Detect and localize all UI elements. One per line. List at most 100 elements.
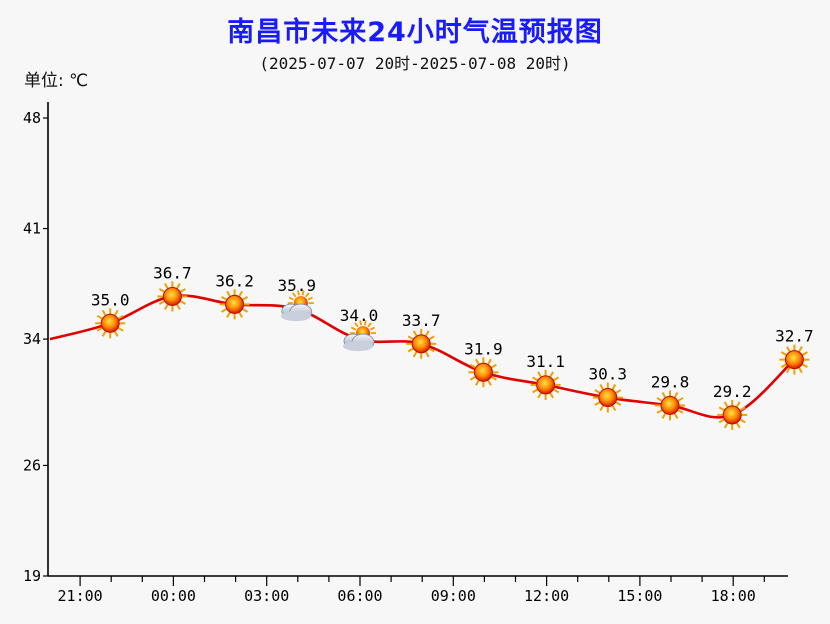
x-tick-label: 09:00	[431, 587, 476, 605]
sun-ray	[801, 363, 808, 369]
sun-ray	[158, 288, 166, 293]
axes: 48 41 34 26 19 21:00 00:00 03:00 06:00 09:00 12:00…	[23, 102, 788, 605]
sun-ray	[677, 397, 684, 402]
sun-icon	[779, 344, 810, 375]
sun-ray	[599, 404, 605, 412]
sun-ray	[117, 326, 124, 332]
sun-ray	[469, 375, 477, 381]
sun-ray	[407, 347, 414, 353]
sun-disc	[411, 334, 431, 354]
unit-label: 单位: ℃	[24, 71, 89, 91]
sun-icon	[219, 289, 250, 320]
sun-ray	[101, 309, 107, 317]
sun-icon	[468, 357, 499, 388]
sun-ray	[661, 412, 667, 419]
x-tick-label: 03:00	[244, 587, 289, 605]
sun-ray	[226, 311, 231, 318]
sun-ray	[469, 363, 477, 369]
sun-ray	[101, 330, 107, 337]
sun-ray	[226, 290, 231, 298]
sun-disc	[162, 286, 182, 306]
cloud-base	[343, 341, 373, 352]
y-tick-label: 19	[23, 567, 41, 585]
sun-ray	[786, 366, 791, 374]
sun-icon	[655, 390, 685, 421]
data-label: 34.0	[340, 306, 379, 325]
x-tick-label: 06:00	[337, 587, 382, 605]
sun-ray	[615, 389, 622, 394]
data-label: 35.9	[278, 276, 317, 295]
sun-icon	[157, 281, 188, 312]
cloud-sun-icon	[343, 320, 376, 352]
sun-ray	[801, 351, 808, 357]
sun-ray	[739, 418, 746, 424]
sun-ray	[176, 282, 181, 290]
sun-ray	[412, 330, 418, 337]
sun-icon	[530, 369, 561, 400]
cloud-base	[280, 311, 311, 322]
sun-ray	[367, 322, 372, 328]
sun-ray	[475, 358, 480, 365]
y-tick-label: 41	[23, 220, 41, 238]
sun-ray	[673, 412, 679, 419]
sun-ray	[673, 391, 679, 399]
sun-ray	[611, 404, 617, 412]
sun-ray	[786, 346, 791, 353]
sun-ray	[656, 409, 663, 414]
sun-ray	[549, 392, 554, 399]
sun-ray	[537, 392, 542, 399]
sun-ray	[164, 282, 169, 290]
sun-ray	[288, 296, 294, 301]
sun-ray	[424, 330, 430, 337]
sun-ray	[179, 288, 186, 293]
sun-ray	[549, 371, 554, 378]
sun-ray	[96, 314, 103, 320]
sun-ray	[532, 376, 539, 382]
sun-ray	[221, 295, 228, 301]
data-label: 33.7	[402, 311, 441, 330]
cloud-sun-icon	[280, 290, 314, 322]
sun-icon	[717, 399, 748, 430]
sun-ray	[424, 351, 430, 358]
sun-ray	[350, 326, 357, 331]
sun-ray	[739, 406, 746, 412]
sun-ray	[113, 309, 119, 317]
sun-ray	[735, 401, 741, 408]
sun-ray	[552, 388, 560, 394]
chart-subtitle: (2025-07-07 20时-2025-07-08 20时)	[259, 54, 571, 73]
sun-ray	[407, 335, 414, 341]
sun-ray	[363, 320, 367, 326]
chart-title: 南昌市未来24小时气温预报图	[227, 17, 603, 48]
y-tick-label: 34	[23, 330, 41, 348]
data-label: 32.7	[775, 327, 814, 346]
sun-ray	[723, 422, 729, 429]
sun-disc	[784, 350, 804, 370]
sun-ray	[611, 384, 617, 391]
sun-ray	[291, 292, 297, 298]
sun-ray	[412, 351, 418, 358]
sun-ray	[490, 375, 497, 381]
sun-ray	[241, 307, 249, 313]
sun-ray	[661, 391, 667, 399]
sun-ray	[428, 335, 435, 341]
sun-ray	[537, 371, 542, 378]
x-tick-label: 21:00	[58, 587, 103, 605]
sun-disc	[722, 405, 742, 425]
sun-ray	[718, 406, 725, 412]
sun-ray	[238, 311, 243, 318]
sun-icon	[592, 382, 623, 413]
sun-ray	[428, 347, 435, 353]
sun-ray	[241, 295, 249, 301]
sun-ray	[552, 376, 560, 382]
sun-ray	[113, 330, 119, 337]
sun-ray	[487, 379, 492, 386]
sun-disc	[660, 395, 680, 415]
data-points: 35.0 36.7 36.2 35.9 34.0 33.7 31.9 31.1 30.3 29.8…	[91, 263, 814, 430]
sun-ray	[96, 326, 103, 332]
x-tick-label: 18:00	[711, 587, 756, 605]
data-label: 35.0	[91, 290, 130, 309]
sun-ray	[798, 346, 803, 353]
data-label: 29.8	[651, 372, 690, 391]
sun-ray	[677, 409, 684, 414]
sun-icon	[406, 328, 437, 359]
